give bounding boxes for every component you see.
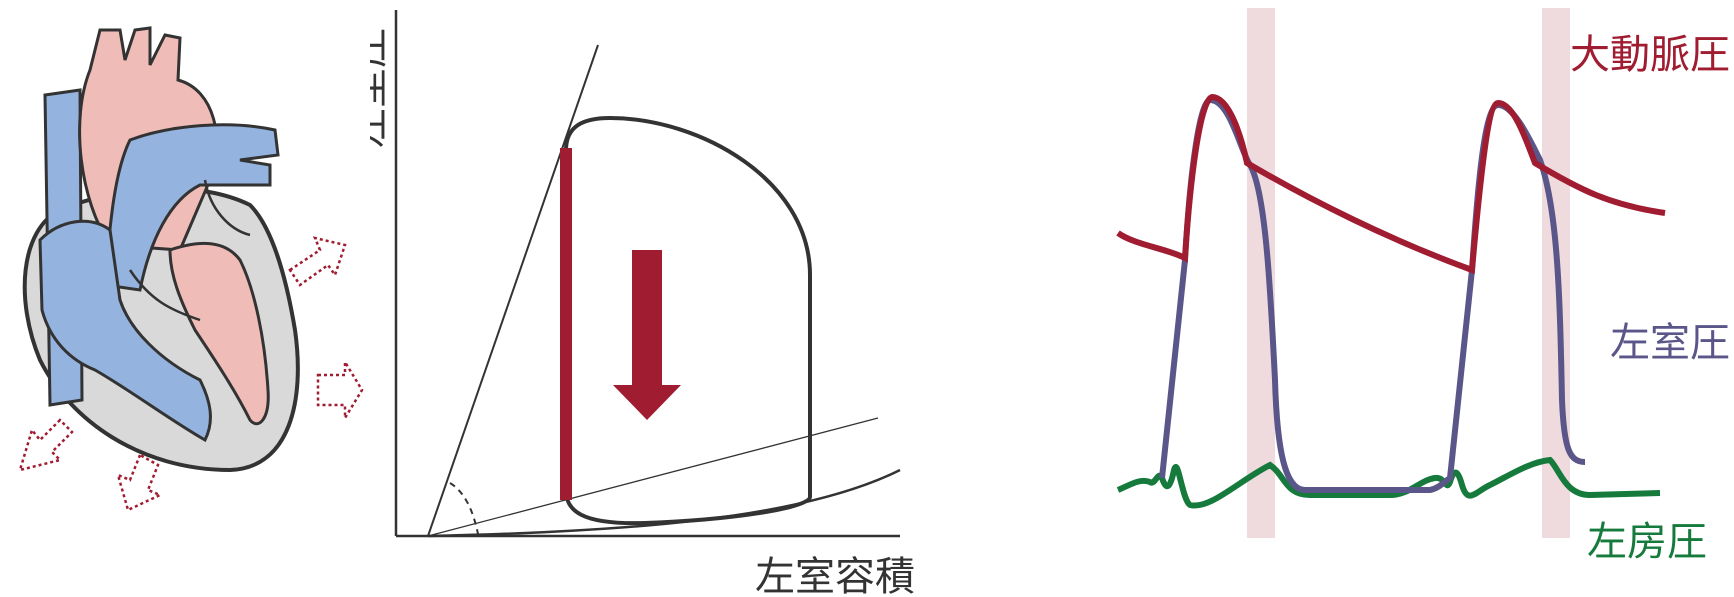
- pv-loop-diagram: 左室圧 左室容積: [370, 0, 1020, 597]
- x-axis-label: 左室容積: [755, 554, 915, 597]
- valve-lines: [128, 179, 251, 322]
- angle-arc: [449, 482, 479, 535]
- heart-drawing: [18, 26, 364, 512]
- expansion-arrow-upper-right: [288, 236, 347, 287]
- pulmonary-artery: [103, 123, 280, 292]
- expansion-arrow-bottom: [116, 453, 164, 512]
- expansion-arrow-right: [316, 357, 364, 423]
- lv-pressure-trace: [1159, 96, 1586, 493]
- left-heart-chambers: [168, 241, 270, 426]
- pv-loop-svg: 左室圧 左室容積: [370, 10, 915, 597]
- edpvr-curve: [427, 468, 901, 538]
- heart-illustration: [0, 0, 370, 597]
- waveform-svg: 大動脈圧 左室圧 左房圧: [1116, 8, 1730, 565]
- y-axis-label: 左室圧: [370, 28, 392, 148]
- aortic-pressure-label: 大動脈圧: [1570, 32, 1730, 78]
- pv-loop: [564, 115, 812, 526]
- right-heart-chambers: [38, 219, 212, 443]
- la-pressure-label: 左房圧: [1587, 519, 1707, 565]
- pressure-drop-arrow: [613, 250, 681, 420]
- aortic-pressure-trace: [1116, 93, 1666, 275]
- lv-pressure-label: 左室圧: [1610, 320, 1730, 366]
- pressure-waveforms: 大動脈圧 左室圧 左房圧: [1090, 0, 1734, 597]
- espvr-line: [427, 44, 599, 537]
- edpvr-reference-line: [427, 417, 879, 537]
- expansion-arrows: [18, 236, 364, 512]
- la-pressure-trace: [1116, 456, 1661, 509]
- expansion-arrow-lower-left: [18, 418, 74, 472]
